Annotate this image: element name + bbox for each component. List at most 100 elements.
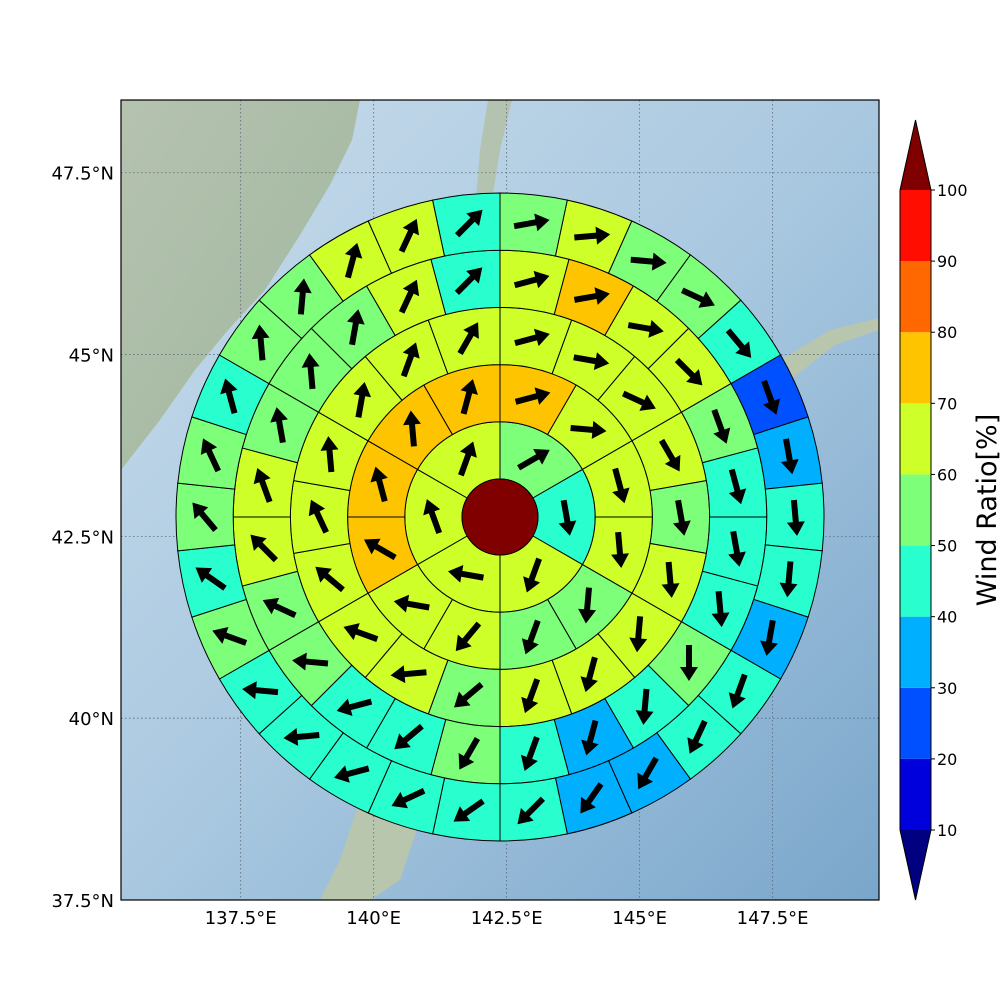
wind-arrow — [627, 320, 664, 338]
wind-arrow — [673, 499, 691, 536]
wind-arrow — [458, 441, 477, 477]
colorbar-segment — [900, 474, 931, 546]
colorbar-tick-label: 100 — [937, 181, 968, 200]
colorbar-tick-label: 70 — [937, 394, 957, 413]
wind-arrow — [635, 688, 654, 725]
wind-arrow — [192, 502, 218, 532]
colorbar-segment — [900, 687, 931, 759]
wind-arrow — [195, 567, 227, 591]
wind-arrow — [454, 267, 483, 295]
colorbar: 10 20 30 40 50 60 70 80 90 100 — [899, 119, 968, 901]
wind-arrow — [333, 765, 370, 783]
wind-arrow — [611, 531, 629, 568]
x-axis-ticks: 137.5°E 140°E 142.5°E 145°E 147.5°E — [205, 908, 809, 929]
y-axis-ticks: 47.5°N 45°N 42.5°N 40°N 37.5°N — [51, 164, 114, 912]
wind-arrow — [320, 436, 339, 473]
x-tick-label: 145°E — [612, 908, 667, 929]
wind-arrow — [460, 379, 478, 415]
wind-arrow — [680, 287, 715, 308]
wind-arrow — [521, 678, 541, 714]
wind-arrow — [517, 449, 550, 471]
wind-arrow — [711, 408, 731, 444]
wind-arrow — [242, 681, 279, 700]
wind-arrow — [292, 652, 329, 671]
wind-arrow — [293, 278, 312, 315]
wind-arrow — [447, 564, 484, 583]
y-tick-label: 47.5°N — [51, 164, 114, 185]
colorbar-tick-label: 10 — [937, 821, 957, 840]
wind-arrow — [262, 597, 297, 619]
wind-arrow — [779, 561, 798, 598]
wind-arrow — [200, 438, 221, 473]
wind-arrow — [398, 279, 420, 314]
wind-arrow — [574, 226, 611, 245]
colorbar-tick-label: 90 — [937, 252, 957, 271]
colorbar-tick-label: 20 — [937, 750, 957, 769]
wind-arrow — [521, 619, 541, 655]
wind-arrow — [400, 342, 420, 378]
colorbar-tick-label: 40 — [937, 608, 957, 627]
y-tick-label: 45°N — [69, 346, 114, 367]
wind-arrow — [580, 656, 598, 693]
colorbar-segment — [900, 545, 931, 617]
wind-arrow — [308, 499, 329, 534]
y-tick-label: 37.5°N — [51, 891, 114, 912]
wind-arrow — [679, 645, 698, 682]
colorbar-tick-label: 60 — [937, 465, 957, 484]
wind-arrow — [391, 788, 426, 809]
center-disk — [461, 478, 539, 556]
wind-arrow — [398, 218, 419, 253]
wind-arrow — [454, 209, 483, 238]
wind-arrow — [393, 594, 430, 613]
wind-arrow — [760, 619, 778, 656]
wind-arrow — [687, 719, 708, 754]
wind-arrow — [578, 587, 597, 624]
wind-arrow — [570, 420, 607, 439]
wind-arrow — [301, 353, 320, 390]
wind-arrow — [711, 590, 730, 628]
wind-arrow — [370, 466, 388, 503]
wind-arrow — [457, 322, 479, 355]
colorbar-tick-label: 80 — [937, 323, 957, 342]
wind-arrow — [517, 796, 546, 825]
wind-arrow — [453, 798, 485, 822]
wind-arrow — [523, 557, 542, 593]
wind-arrow — [728, 530, 746, 567]
wind-arrow — [513, 270, 550, 289]
wind-arrow — [674, 357, 703, 386]
wind-arrow — [220, 378, 238, 415]
wind-arrow — [394, 723, 424, 750]
wind-arrow — [458, 736, 481, 770]
wind-arrow — [725, 328, 752, 358]
wind-arrows — [192, 209, 805, 825]
wind-arrow — [403, 410, 421, 447]
colorbar-extend-max — [900, 120, 931, 190]
wind-arrow — [728, 673, 748, 709]
wind-arrow — [580, 782, 604, 814]
wind-arrow — [621, 390, 656, 411]
wind-arrow — [344, 242, 363, 279]
x-tick-label: 137.5°E — [205, 908, 277, 929]
wind-arrow — [315, 566, 345, 593]
colorbar-title: Wind Ratio[%] — [972, 414, 1000, 606]
wind-arrow — [346, 309, 365, 346]
wind-arrow — [250, 534, 278, 563]
wind-arrow — [637, 756, 659, 790]
map-frame — [120, 99, 880, 901]
wind-arrow — [728, 468, 747, 505]
colorbar-tick-label: 30 — [937, 679, 957, 698]
wind-arrow — [573, 352, 610, 370]
x-tick-label: 142.5°E — [471, 908, 543, 929]
x-tick-label: 147.5°E — [737, 908, 809, 929]
wind-arrow — [283, 727, 320, 746]
wind-arrow — [612, 467, 630, 504]
colorbar-segment — [900, 758, 931, 830]
wind-arrow — [573, 287, 610, 305]
wind-arrow — [780, 438, 799, 475]
wind-arrow — [270, 407, 288, 444]
wind-arrow — [455, 621, 482, 652]
colorbar-tick-label: 50 — [937, 537, 957, 556]
wind-arrow — [629, 616, 648, 653]
colorbar-segment — [900, 190, 931, 262]
